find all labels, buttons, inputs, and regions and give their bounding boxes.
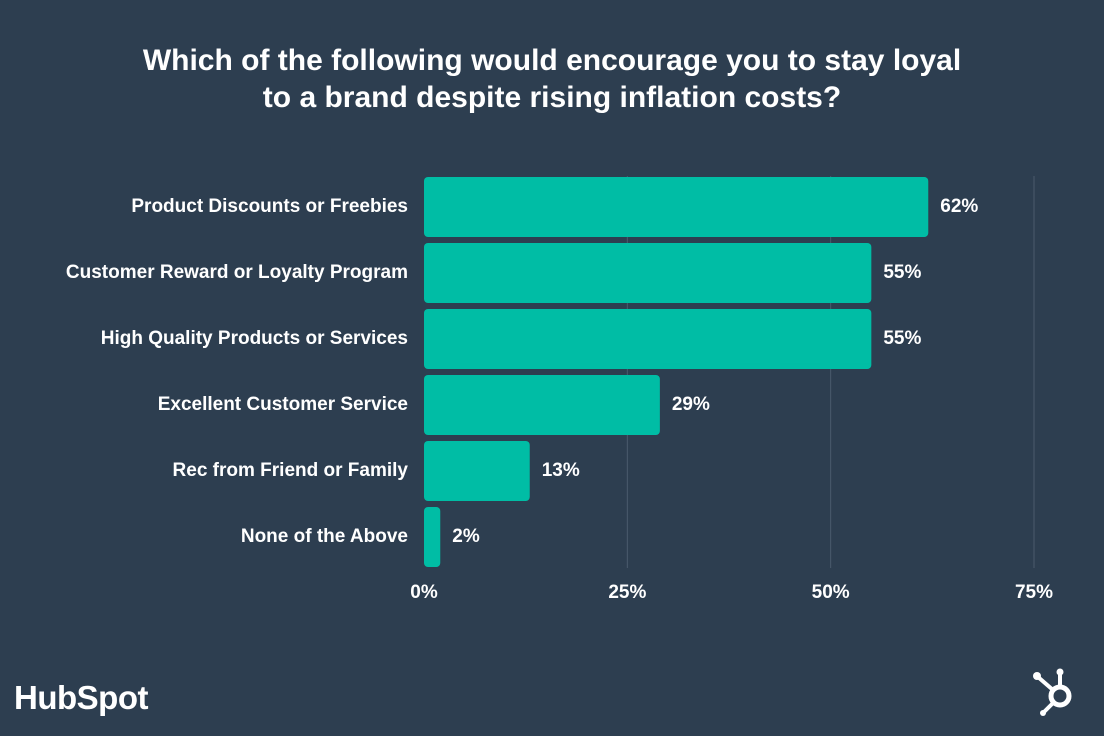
category-label: Excellent Customer Service	[158, 394, 408, 415]
category-label: Rec from Friend or Family	[173, 460, 409, 481]
category-label: None of the Above	[241, 526, 408, 547]
bar	[424, 243, 872, 303]
chart-title-line-2: to a brand despite rising inflation cost…	[262, 81, 842, 114]
category-label: Customer Reward or Loyalty Program	[66, 262, 408, 283]
bar	[424, 441, 530, 501]
x-tick-label: 75%	[1015, 582, 1053, 603]
x-tick-label: 50%	[812, 582, 850, 603]
category-label: High Quality Products or Services	[101, 328, 408, 349]
x-tick-label: 25%	[608, 582, 646, 603]
data-label: 55%	[883, 262, 921, 283]
bar	[424, 309, 872, 369]
category-label: Product Discounts or Freebies	[131, 196, 408, 217]
data-label: 29%	[672, 394, 710, 415]
chart-title-line-1: Which of the following would encourage y…	[142, 44, 962, 77]
data-label: 62%	[940, 196, 978, 217]
x-tick-label: 0%	[410, 582, 438, 603]
data-label: 55%	[883, 328, 921, 349]
chart-title: Which of the following would encourage y…	[0, 42, 1104, 116]
data-label: 2%	[452, 526, 480, 547]
bar	[424, 507, 441, 567]
bar	[424, 177, 929, 237]
bar	[424, 375, 660, 435]
hubspot-sprocket-icon	[1033, 668, 1072, 716]
data-label: 13%	[542, 460, 580, 481]
hubspot-logo: HubSpot	[14, 679, 148, 716]
